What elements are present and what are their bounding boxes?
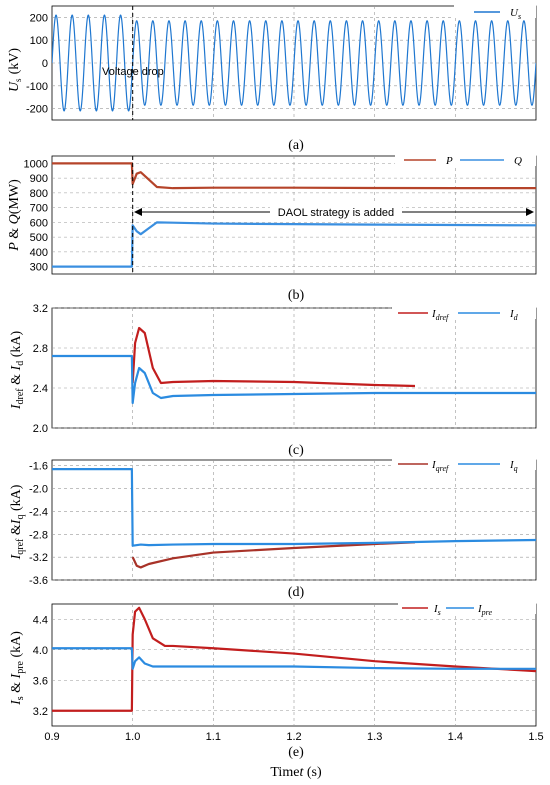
panel-b-caption: (b) bbox=[288, 288, 305, 303]
x-tick-label: 1.0 bbox=[125, 731, 140, 743]
legend-p-label: P bbox=[445, 155, 453, 167]
y-tick-label: 500 bbox=[30, 232, 48, 244]
y-tick-label: 4.0 bbox=[33, 645, 48, 657]
panel-e-caption: (e) bbox=[288, 745, 304, 760]
series-line-iq bbox=[52, 468, 536, 547]
panel-e-ylabel: Is & Ipre (kA) bbox=[9, 631, 26, 706]
panel-d-legend-bg bbox=[392, 456, 536, 470]
panel-c: 3.2 2.8 2.4 2.0 Idref & Id (kA) Idref Id (c… bbox=[9, 303, 537, 458]
panel-b: 1000 900 800 700 600 500 400 300 DAOL strategy … bbox=[7, 152, 537, 303]
y-tick-label: -3.2 bbox=[29, 552, 48, 564]
x-tick-label: 0.9 bbox=[44, 731, 59, 743]
panel-e-legend: Is Ipre bbox=[398, 600, 536, 617]
legend-us-label: Us bbox=[510, 7, 521, 21]
x-axis-label: Timet (s) bbox=[270, 765, 322, 780]
y-tick-label: -200 bbox=[26, 104, 48, 116]
daol-label-bg bbox=[270, 204, 402, 220]
panel-d: -1.6-2.0-2.4-2.8-3.2-3.6 Iqref &Iq (kA) … bbox=[9, 456, 537, 600]
panel-b-yticks: 1000 900 800 700 600 500 400 300 bbox=[24, 158, 48, 273]
y-tick-label: 600 bbox=[30, 217, 48, 229]
y-tick-label: 100 bbox=[30, 35, 48, 47]
daol-arrow: DAOL strategy is added bbox=[134, 204, 534, 220]
panel-b-legend: P Q bbox=[395, 152, 536, 167]
y-tick-label: 900 bbox=[30, 173, 48, 185]
x-tick-label: 1.5 bbox=[528, 731, 543, 743]
panel-d-yticks: -1.6 -2.0 -2.4 -2.8 -3.2 -3.6 bbox=[29, 461, 48, 587]
panel-d-plot bbox=[52, 468, 536, 569]
panel-a-legend: Us bbox=[454, 4, 536, 21]
x-tick-label: 1.4 bbox=[448, 731, 463, 743]
x-tick-label: 1.1 bbox=[206, 731, 221, 743]
panel-d-legend: Iqref Iq bbox=[392, 456, 536, 473]
panel-a-ylabel: Us(kV) bbox=[7, 48, 23, 92]
panel-a-yticks: 200 100 0 -100 -200 bbox=[26, 12, 48, 115]
panel-c-ylabel: Idref & Id (kA) bbox=[9, 331, 26, 411]
panel-c-caption: (c) bbox=[288, 443, 304, 458]
panel-e-legend-bg bbox=[398, 600, 536, 614]
voltage-drop-annotation: Voltage drop bbox=[102, 66, 164, 78]
legend-is-label: Is bbox=[433, 603, 441, 617]
series-line-iqref bbox=[131, 541, 416, 569]
y-tick-label: -2.0 bbox=[29, 484, 48, 496]
y-tick-label: 2.8 bbox=[33, 343, 48, 355]
y-tick-label: 300 bbox=[30, 262, 48, 274]
panel-b-ylabel: P & Q(MW) bbox=[7, 179, 22, 252]
x-tick-label: 1.2 bbox=[286, 731, 301, 743]
y-tick-label: 4.4 bbox=[33, 614, 48, 626]
panel-b-legend-bg bbox=[395, 152, 536, 166]
series-line-is bbox=[52, 606, 536, 712]
y-tick-label: 2.4 bbox=[33, 383, 48, 395]
y-tick-label: -100 bbox=[26, 81, 48, 93]
panel-a-legend-bg bbox=[454, 4, 536, 18]
y-tick-label: -1.6 bbox=[29, 461, 48, 473]
panel-c-legend-bg bbox=[392, 305, 536, 319]
y-tick-label: -3.6 bbox=[29, 575, 48, 587]
panel-d-ylabel: Iqref &Iq (kA) bbox=[9, 484, 26, 560]
y-tick-label: 1000 bbox=[24, 158, 48, 170]
panel-e-xticks: 0.9 1.0 1.1 1.2 1.3 1.4 1.5 bbox=[44, 731, 543, 743]
panel-a-caption: (a) bbox=[288, 138, 304, 153]
panel-a: 200 100 0 -100 -200 Voltage drop Us(kV) Us (… bbox=[7, 4, 537, 153]
y-tick-label: 3.6 bbox=[33, 675, 48, 687]
panel-d-caption: (d) bbox=[288, 585, 305, 600]
panel-c-yticks: 3.2 2.8 2.4 2.0 bbox=[33, 303, 48, 435]
series-line-q bbox=[52, 221, 536, 268]
series-line-idref bbox=[131, 326, 416, 388]
legend-id-label: Id bbox=[509, 308, 519, 322]
y-tick-label: -2.8 bbox=[29, 529, 48, 541]
x-tick-label: 1.3 bbox=[367, 731, 382, 743]
daol-arrow-left-head bbox=[134, 208, 142, 216]
y-tick-label: 400 bbox=[30, 247, 48, 259]
daol-arrow-right-head bbox=[526, 208, 534, 216]
y-tick-label: -2.4 bbox=[29, 506, 48, 518]
legend-q-label: Q bbox=[514, 155, 522, 167]
y-tick-label: 200 bbox=[30, 12, 48, 24]
series-line-id bbox=[52, 354, 536, 405]
daol-annotation: DAOL strategy is added bbox=[278, 207, 394, 219]
y-tick-label: 800 bbox=[30, 188, 48, 200]
panel-c-legend: Idref Id bbox=[392, 305, 536, 322]
y-tick-label: 3.2 bbox=[33, 303, 48, 315]
y-tick-label: 0 bbox=[42, 58, 48, 70]
panel-e-yticks: 4.4 4.0 3.6 3.2 bbox=[33, 614, 48, 718]
legend-iq-label: Iq bbox=[509, 459, 518, 473]
panel-e-plot bbox=[52, 606, 536, 712]
panel-e: 4.4 4.0 3.6 3.2 0.9 1.0 1.1 1.2 1.3 1.4 1.5 Is & … bbox=[9, 600, 544, 780]
y-tick-label: 700 bbox=[30, 203, 48, 215]
series-line-ipre bbox=[52, 647, 536, 670]
y-tick-label: 3.2 bbox=[33, 706, 48, 718]
panel-c-plot bbox=[52, 326, 536, 405]
y-tick-label: 2.0 bbox=[33, 423, 48, 435]
